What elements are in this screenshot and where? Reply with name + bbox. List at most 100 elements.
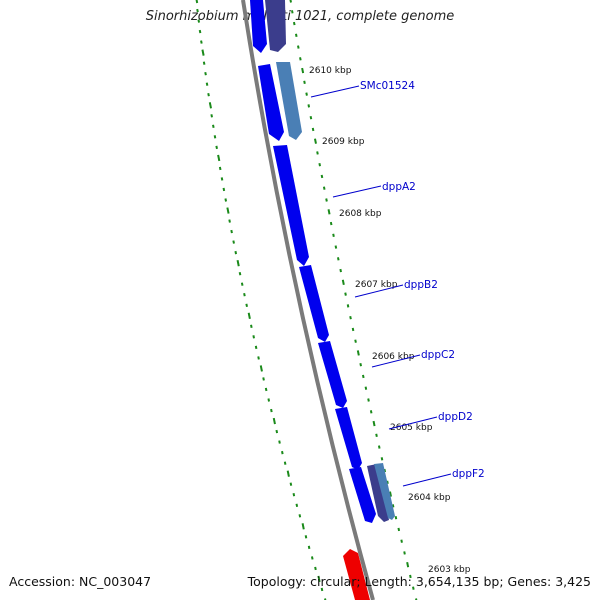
gc-tick (329, 221, 333, 226)
leader-line-dppC2 (371, 354, 421, 368)
rna-gene-arrow[interactable] (343, 549, 370, 600)
gc-tick (320, 174, 324, 179)
gc-tick (322, 186, 326, 190)
gc-tick (318, 163, 321, 167)
gene-arrow-upstream[interactable] (250, 0, 267, 53)
tick-label-2605: 2605 kbp (390, 423, 433, 433)
gc-tick (349, 315, 352, 320)
gene-arrow-dppC2[interactable] (318, 341, 347, 408)
gc-tick (400, 539, 403, 543)
gene-arrow-dppF2[interactable] (374, 463, 395, 520)
gc-tick (226, 207, 230, 214)
gc-tick (299, 57, 302, 61)
gene-arrow-dppD2[interactable] (335, 407, 362, 470)
tick-label-2607: 2607 kbp (355, 280, 398, 290)
gc-tick (207, 93, 210, 97)
gc-tick (201, 49, 205, 56)
leader-line-dppB2 (354, 284, 404, 298)
gc-tick (295, 503, 299, 507)
gene-arrow-dppA2[interactable] (273, 145, 309, 266)
gc-tick (362, 374, 365, 379)
gc-tick (327, 209, 331, 215)
gc-tick (270, 408, 273, 413)
gc-tick (351, 327, 355, 332)
gene-arrow-dppF2-dark[interactable] (367, 464, 389, 522)
gc-tick (332, 233, 335, 237)
gc-tick (275, 429, 279, 434)
gc-tick (372, 420, 376, 427)
gene-arrow-SMc01524[interactable] (276, 62, 302, 140)
gc-tick (208, 102, 212, 109)
gc-tick (289, 0, 292, 3)
gc-skew-track-inner (195, 0, 327, 600)
gc-tick (298, 514, 302, 518)
tick-label-2609: 2609 kbp (322, 137, 365, 147)
gene-arrow-SMc01524-left[interactable] (258, 64, 284, 141)
map-title: Sinorhizobium meliloti 1021, complete ge… (145, 9, 455, 24)
gc-tick (409, 574, 412, 579)
gc-tick (389, 491, 392, 497)
gene-label-dppC2[interactable]: dppC2 (421, 349, 455, 361)
tick-label-2608: 2608 kbp (339, 209, 382, 219)
gene-arrow-dppB2[interactable] (299, 265, 329, 342)
gc-tick (354, 339, 357, 343)
tick-label-2606: 2606 kbp (372, 352, 415, 362)
gc-tick (283, 461, 287, 465)
gc-tick (262, 377, 265, 381)
gc-tick (212, 124, 215, 129)
gc-tick (247, 312, 251, 319)
gc-tick (356, 350, 360, 356)
gc-tick (303, 80, 306, 85)
gc-tick (217, 154, 221, 162)
gc-tick (234, 250, 238, 255)
gene-label-dppD2[interactable]: dppD2 (438, 411, 473, 423)
gc-tick (254, 345, 258, 350)
gc-tick (301, 523, 305, 530)
gc-tick (336, 257, 340, 261)
gene-arrow-upstream-reverse[interactable] (265, 0, 286, 52)
gene-label-SMc01524[interactable]: SMc01524 (360, 80, 415, 92)
gc-tick (301, 67, 305, 74)
gc-tick (386, 480, 389, 485)
gc-tick (320, 587, 324, 592)
gene-label-dppF2[interactable]: dppF2 (452, 468, 485, 480)
gc-tick (215, 145, 218, 150)
gc-tick (310, 556, 314, 560)
gc-tick (220, 177, 224, 181)
gc-tick (281, 450, 284, 455)
accession-label: Accession: NC_003047 (9, 574, 152, 589)
gene-label-dppB2[interactable]: dppB2 (404, 279, 438, 291)
gc-tick (313, 138, 317, 144)
gc-tick (292, 493, 296, 497)
gc-tick (205, 82, 209, 86)
gc-tick (230, 229, 233, 234)
gc-tick (415, 598, 418, 600)
gc-tick (307, 545, 311, 550)
gc-tick (311, 127, 315, 132)
tick-label-2603: 2603 kbp (428, 565, 471, 575)
gc-tick (403, 551, 406, 555)
gc-tick (309, 115, 313, 120)
gene-arrow-dppF2-left[interactable] (349, 467, 376, 523)
genome-stats-label: Topology: circular; Length: 3,654,135 bp… (247, 574, 591, 589)
gc-tick (218, 166, 222, 171)
tick-label-2604: 2604 kbp (408, 493, 451, 503)
tick-label-2610: 2610 kbp (309, 66, 352, 76)
leader-line-SMc01524 (310, 85, 360, 98)
gc-tick (346, 304, 350, 308)
gc-tick (292, 21, 296, 26)
gc-tick (222, 187, 226, 192)
gene-label-dppA2[interactable]: dppA2 (382, 181, 416, 193)
gc-tick (240, 282, 244, 286)
gc-tick (204, 71, 207, 76)
gc-skew-track-outer (289, 0, 418, 600)
gc-tick (198, 29, 202, 34)
gc-tick (364, 386, 368, 390)
gc-tick (252, 335, 255, 339)
gc-tick (236, 259, 240, 267)
gc-tick (250, 324, 253, 329)
gc-tick (245, 303, 248, 307)
gc-tick (238, 271, 242, 276)
gc-tick (228, 219, 231, 223)
